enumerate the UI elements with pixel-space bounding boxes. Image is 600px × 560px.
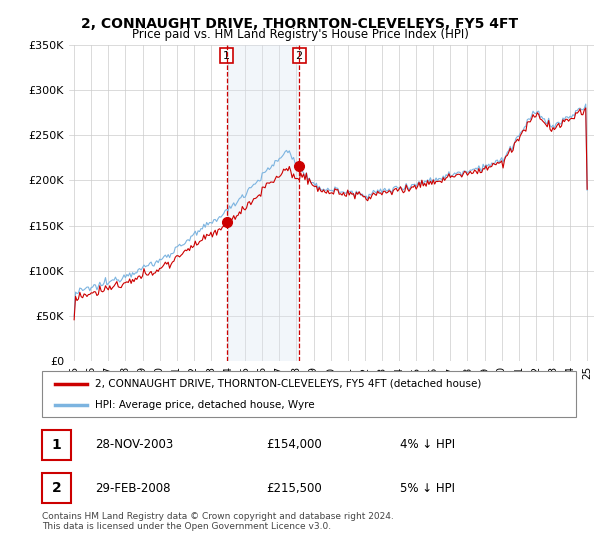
Text: 2: 2 xyxy=(52,481,62,495)
Text: 2, CONNAUGHT DRIVE, THORNTON-CLEVELEYS, FY5 4FT (detached house): 2, CONNAUGHT DRIVE, THORNTON-CLEVELEYS, … xyxy=(95,379,482,389)
Bar xyxy=(42,430,71,460)
Text: £215,500: £215,500 xyxy=(266,482,322,494)
Text: 29-FEB-2008: 29-FEB-2008 xyxy=(95,482,171,494)
Text: This data is licensed under the Open Government Licence v3.0.: This data is licensed under the Open Gov… xyxy=(42,522,331,531)
Text: £154,000: £154,000 xyxy=(266,438,322,451)
Text: Price paid vs. HM Land Registry's House Price Index (HPI): Price paid vs. HM Land Registry's House … xyxy=(131,28,469,41)
Text: 1: 1 xyxy=(52,438,62,452)
Text: 2: 2 xyxy=(296,50,303,60)
Bar xyxy=(42,473,71,503)
Text: 1: 1 xyxy=(223,50,230,60)
Bar xyxy=(227,45,299,361)
Text: HPI: Average price, detached house, Wyre: HPI: Average price, detached house, Wyre xyxy=(95,400,315,410)
Text: 5% ↓ HPI: 5% ↓ HPI xyxy=(400,482,455,494)
Text: 4% ↓ HPI: 4% ↓ HPI xyxy=(400,438,455,451)
Text: 2, CONNAUGHT DRIVE, THORNTON-CLEVELEYS, FY5 4FT: 2, CONNAUGHT DRIVE, THORNTON-CLEVELEYS, … xyxy=(82,17,518,31)
Text: Contains HM Land Registry data © Crown copyright and database right 2024.: Contains HM Land Registry data © Crown c… xyxy=(42,512,394,521)
Text: 28-NOV-2003: 28-NOV-2003 xyxy=(95,438,173,451)
